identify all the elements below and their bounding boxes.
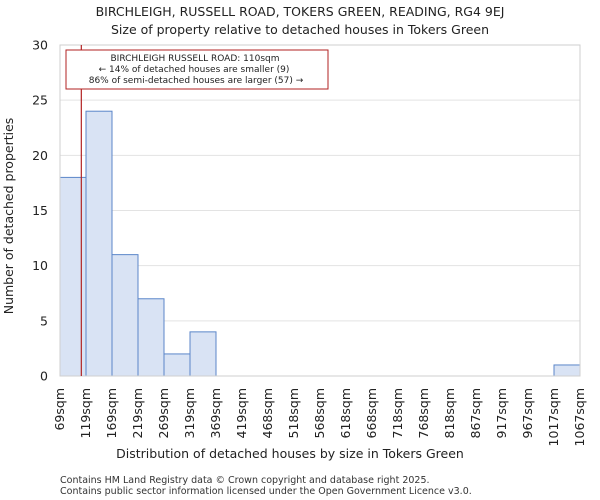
footer-line-2: Contains public sector information licen… (60, 486, 472, 497)
annotation-box: BIRCHLEIGH RUSSELL ROAD: 110sqm ← 14% of… (65, 49, 329, 90)
x-tick-label: 369sqm (208, 388, 223, 438)
chart-title: BIRCHLEIGH, RUSSELL ROAD, TOKERS GREEN, … (96, 4, 505, 19)
histogram-bar (85, 110, 113, 377)
y-tick-label: 5 (40, 313, 48, 328)
x-tick-label: 219sqm (130, 388, 145, 438)
y-tick-label: 10 (32, 258, 48, 273)
x-tick-label: 518sqm (286, 388, 301, 438)
x-tick-label: 917sqm (494, 388, 509, 438)
chart-subtitle: Size of property relative to detached ho… (111, 22, 489, 37)
y-axis-label: Number of detached properties (1, 118, 16, 315)
x-tick-label: 319sqm (182, 388, 197, 438)
histogram-bar (189, 331, 217, 377)
x-tick-label: 618sqm (338, 388, 353, 438)
x-tick-label: 818sqm (442, 388, 457, 438)
histogram-bar (553, 364, 581, 377)
x-tick-label: 867sqm (468, 388, 483, 438)
x-tick-label: 468sqm (260, 388, 275, 438)
x-tick-label: 1067sqm (572, 388, 587, 446)
x-axis-label: Distribution of detached houses by size … (116, 446, 464, 461)
annotation-line-3: 86% of semi-detached houses are larger (… (89, 76, 304, 86)
plot-area-frame (59, 44, 581, 377)
y-tick-label: 25 (32, 93, 48, 108)
histogram-bar (111, 254, 139, 377)
x-tick-label: 269sqm (156, 388, 171, 438)
x-tick-label: 169sqm (104, 388, 119, 438)
x-tick-label: 69sqm (52, 388, 67, 431)
histogram-bar (163, 353, 191, 377)
y-tick-labels: 0 5 10 15 20 25 30 (32, 38, 48, 384)
annotation-line-1: BIRCHLEIGH RUSSELL ROAD: 110sqm (111, 54, 280, 64)
x-tick-label: 119sqm (78, 388, 93, 438)
x-tick-label: 568sqm (312, 388, 327, 438)
annotation-border (65, 49, 329, 90)
footer-line-1: Contains HM Land Registry data © Crown c… (60, 475, 430, 486)
histogram-bar (59, 176, 87, 377)
y-tick-label: 0 (40, 369, 48, 384)
x-tick-label: 768sqm (416, 388, 431, 438)
annotation-line-2: ← 14% of detached houses are smaller (9) (99, 65, 290, 75)
x-tick-label: 1017sqm (546, 388, 561, 446)
y-tick-label: 20 (32, 148, 48, 163)
x-tick-labels: 69sqm 119sqm 169sqm 219sqm 269sqm 319sqm 369sq… (52, 388, 587, 446)
y-tick-label: 15 (32, 203, 48, 218)
x-tick-label: 718sqm (390, 388, 405, 438)
bars (59, 110, 581, 377)
y-tick-label: 30 (32, 38, 48, 53)
x-tick-label: 967sqm (520, 388, 535, 438)
histogram-bar (137, 298, 165, 377)
x-tick-label: 668sqm (364, 388, 379, 438)
x-tick-label: 419sqm (234, 388, 249, 438)
